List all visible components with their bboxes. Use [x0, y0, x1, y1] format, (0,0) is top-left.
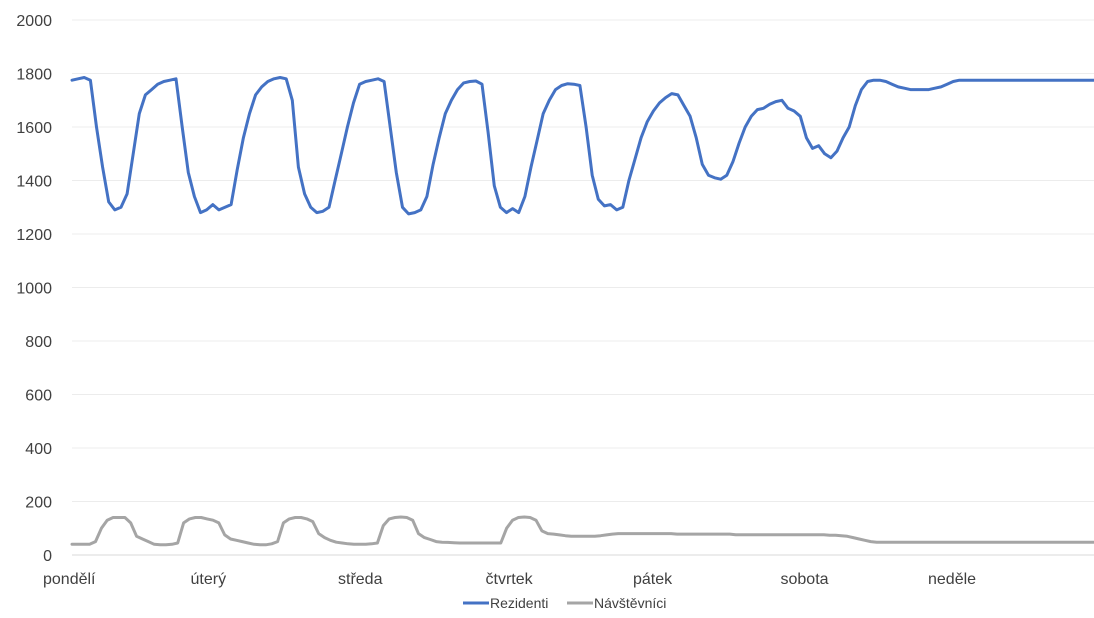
x-tick-label: úterý: [191, 571, 227, 588]
x-axis: pondělí úterý středa čtvrtek pátek sobota nedě…: [43, 571, 976, 588]
y-tick-label: 1800: [16, 67, 52, 84]
y-tick-label: 1600: [16, 120, 52, 137]
gridlines: [72, 19, 1094, 556]
y-tick-label: 1000: [16, 281, 52, 298]
x-tick-label: sobota: [781, 571, 829, 588]
legend-label: Návštěvníci: [594, 595, 666, 611]
x-tick-label: pondělí: [43, 571, 96, 588]
y-tick-label: 1200: [16, 227, 52, 244]
y-tick-label: 200: [25, 495, 52, 512]
series-line-navstevnici: [70, 515, 1094, 547]
y-tick-label: 400: [25, 441, 52, 458]
legend-label: Rezidenti: [490, 595, 548, 611]
legend: Rezidenti Návštěvníci: [463, 595, 666, 611]
y-axis: 0 200 400 600 800 1000 1200 1400 1600 1800 2000: [16, 13, 52, 565]
y-tick-label: 1400: [16, 174, 52, 191]
y-tick-label: 800: [25, 334, 52, 351]
y-tick-label: 600: [25, 388, 52, 405]
x-tick-label: čtvrtek: [486, 571, 534, 588]
x-tick-label: neděle: [928, 571, 976, 588]
y-tick-label: 2000: [16, 13, 52, 30]
x-tick-label: pátek: [633, 571, 673, 588]
x-tick-label: středa: [338, 571, 383, 588]
series-lines: [70, 76, 1094, 547]
y-tick-label: 0: [43, 548, 52, 565]
series-line-rezidenti: [70, 76, 1094, 216]
